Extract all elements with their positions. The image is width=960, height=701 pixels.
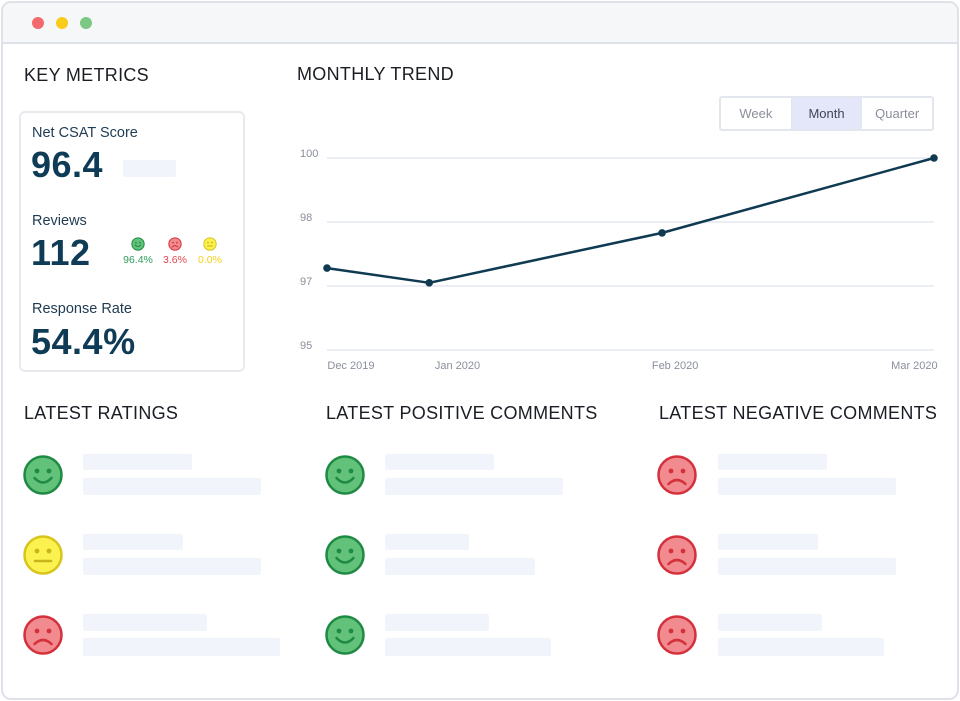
- monthly-trend-chart: 100 98 97 95 Dec 2019 Jan 2020 Feb 2020 Mar 202…: [300, 148, 938, 372]
- placeholder-bar: [385, 478, 563, 495]
- happy-face-icon: [23, 455, 63, 495]
- placeholder-bar: [83, 478, 261, 495]
- x-tick-label: Jan 2020: [435, 360, 480, 372]
- period-quarter-button[interactable]: Quarter: [861, 98, 932, 129]
- x-tick-label: Mar 2020: [891, 360, 937, 372]
- data-point: [323, 264, 331, 272]
- series-line: [326, 156, 935, 285]
- data-point: [425, 279, 434, 287]
- sad-face-icon: [657, 535, 697, 575]
- placeholder-bar: [123, 160, 176, 177]
- neutral-face-icon: [23, 535, 63, 575]
- net-csat-label: Net CSAT Score: [32, 125, 138, 141]
- reviews-value: 112: [31, 232, 91, 273]
- monthly-trend-title: MONTHLY TREND: [297, 64, 454, 84]
- y-tick-label: 100: [300, 148, 318, 160]
- y-tick-label: 98: [300, 212, 312, 224]
- sad-face-icon: [23, 615, 63, 655]
- placeholder-bar: [385, 638, 551, 656]
- placeholder-bar: [718, 478, 896, 495]
- placeholder-bar: [83, 454, 192, 470]
- response-rate-label: Response Rate: [32, 301, 132, 317]
- key-metrics-title: KEY METRICS: [24, 65, 149, 85]
- placeholder-bar: [83, 638, 280, 656]
- data-point: [930, 154, 938, 162]
- maximize-window-button[interactable]: [80, 17, 92, 29]
- x-tick-label: Dec 2019: [327, 360, 374, 372]
- window-titlebar: [3, 3, 957, 44]
- latest-positive-comments-title: LATEST POSITIVE COMMENTS: [326, 403, 598, 423]
- placeholder-bar: [385, 558, 535, 575]
- response-rate-value: 54.4%: [31, 321, 136, 362]
- close-window-button[interactable]: [32, 17, 44, 29]
- placeholder-bar: [718, 454, 827, 470]
- placeholder-bar: [385, 614, 489, 631]
- sad-face-icon: [657, 615, 697, 655]
- placeholder-bar: [718, 638, 884, 656]
- y-tick-label: 95: [300, 340, 312, 352]
- sad-face-icon: [657, 455, 697, 495]
- reviews-label: Reviews: [32, 213, 87, 229]
- placeholder-bar: [83, 558, 261, 575]
- placeholder-bar: [385, 454, 494, 470]
- x-tick-label: Feb 2020: [652, 360, 698, 372]
- net-csat-value: 96.4: [31, 144, 104, 185]
- reviews-neutral-share: 0.0%: [190, 237, 230, 266]
- period-week-button[interactable]: Week: [739, 106, 773, 121]
- minimize-window-button[interactable]: [56, 17, 68, 29]
- placeholder-bar: [718, 614, 822, 631]
- positive-share-value: 96.4%: [123, 254, 153, 266]
- placeholder-bar: [718, 534, 818, 550]
- key-metrics-card: Net CSAT Score 96.4 Reviews 112 96.4% 3.…: [19, 111, 245, 372]
- latest-ratings-title: LATEST RATINGS: [24, 403, 179, 423]
- neutral-share-value: 0.0%: [198, 254, 222, 266]
- placeholder-bar: [83, 614, 207, 631]
- placeholder-bar: [83, 534, 183, 550]
- happy-face-icon: [325, 535, 365, 575]
- negative-share-value: 3.6%: [163, 254, 187, 266]
- neutral-face-icon: [203, 237, 217, 251]
- latest-negative-comments-title: LATEST NEGATIVE COMMENTS: [659, 403, 938, 423]
- data-point: [658, 229, 666, 237]
- reviews-negative-share: 3.6%: [155, 237, 195, 266]
- period-month-button[interactable]: Month: [790, 98, 862, 129]
- happy-face-icon: [325, 455, 365, 495]
- reviews-positive-share: 96.4%: [118, 237, 158, 266]
- y-tick-label: 97: [300, 276, 312, 288]
- period-toggle: Week Month Quarter: [719, 96, 934, 131]
- placeholder-bar: [385, 534, 469, 550]
- happy-face-icon: [325, 615, 365, 655]
- sad-face-icon: [168, 237, 182, 251]
- happy-face-icon: [131, 237, 145, 251]
- placeholder-bar: [718, 558, 896, 575]
